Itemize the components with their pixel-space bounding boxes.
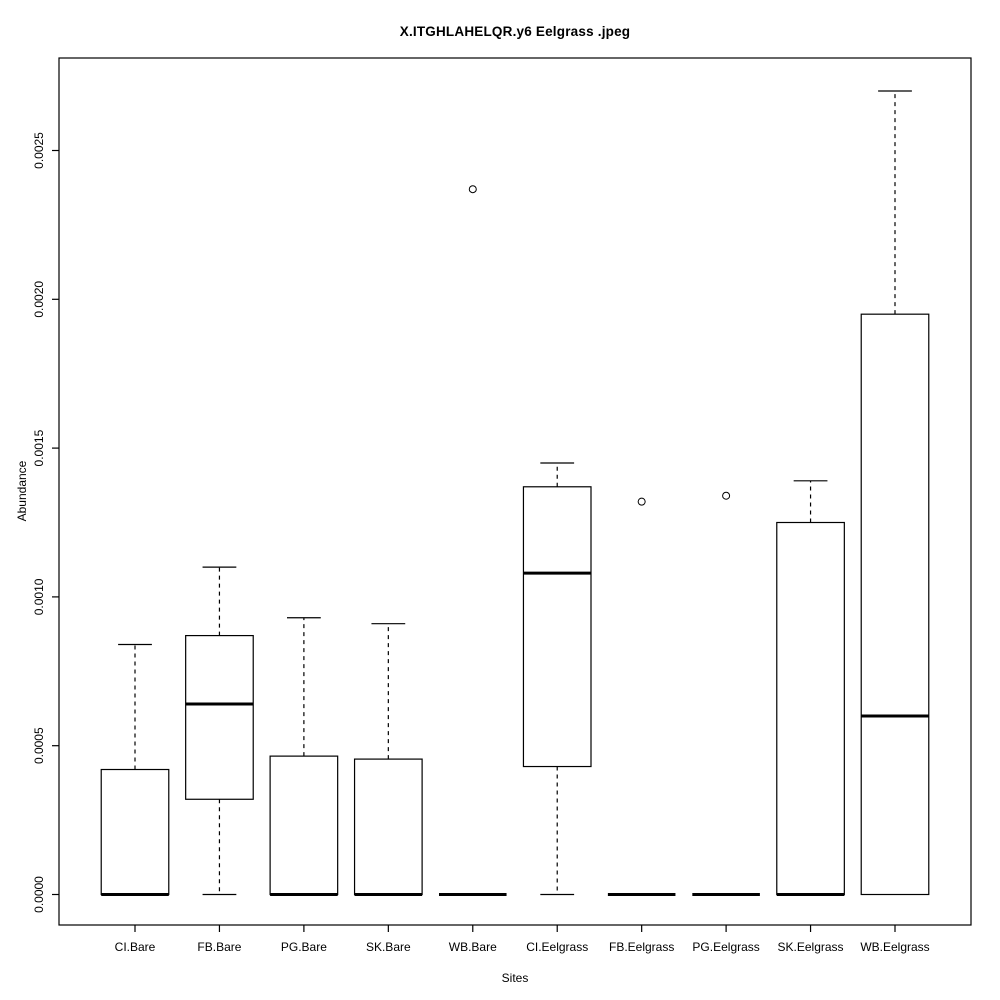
x-axis-tick-label: SK.Bare (366, 940, 411, 954)
box-ci-bare (100, 768, 170, 896)
y-axis-tick-label: 0.0015 (32, 429, 46, 466)
box-wb-eelgrass (860, 313, 930, 896)
outlier-fb-eelgrass (637, 497, 646, 506)
x-axis-label: Sites (501, 971, 529, 985)
plot-border (58, 57, 972, 926)
y-axis-tick-label: 0.0005 (32, 727, 46, 764)
x-axis-tick-label: CI.Bare (115, 940, 156, 954)
y-axis-tick-label: 0.0025 (32, 132, 46, 169)
x-axis-tick-label: PG.Eelgrass (692, 940, 759, 954)
y-axis-tick-label: 0.0000 (32, 876, 46, 913)
x-axis-tick-label: FB.Eelgrass (609, 940, 674, 954)
x-axis-tick-label: FB.Bare (197, 940, 241, 954)
x-axis-tick-label: PG.Bare (281, 940, 327, 954)
box-fb-bare (185, 634, 254, 800)
outlier-wb-bare (468, 185, 477, 194)
chart-title: X.ITGHLAHELQR.y6 Eelgrass .jpeg (399, 24, 631, 39)
box-pg-bare (269, 755, 339, 896)
x-axis-tick-label: WB.Bare (449, 940, 497, 954)
box-ci-eelgrass (522, 486, 592, 768)
x-axis-tick-label: SK.Eelgrass (778, 940, 844, 954)
box-sk-bare (353, 758, 423, 896)
y-axis-tick-label: 0.0010 (32, 578, 46, 615)
box-sk-eelgrass (776, 521, 845, 896)
y-axis-tick-label: 0.0020 (32, 281, 46, 318)
x-axis-tick-label: CI.Eelgrass (526, 940, 588, 954)
outlier-pg-eelgrass (722, 491, 731, 500)
x-axis-tick-label: WB.Eelgrass (860, 940, 929, 954)
